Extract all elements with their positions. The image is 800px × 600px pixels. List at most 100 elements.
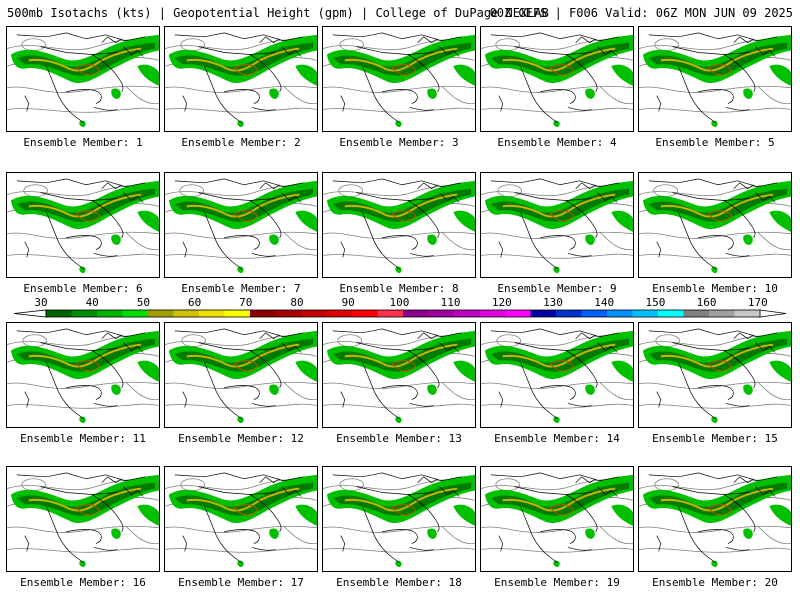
colorbar-tick-label: 170 — [748, 296, 768, 309]
colorbar-swatch — [505, 310, 531, 317]
colorbar-swatch — [301, 310, 327, 317]
ensemble-map-panel — [638, 172, 792, 278]
colorbar-swatch — [709, 310, 735, 317]
map-image — [323, 467, 475, 571]
ensemble-map-panel — [638, 322, 792, 428]
colorbar-swatch — [46, 310, 72, 317]
colorbar-swatch — [480, 310, 506, 317]
colorbar-tick-label: 30 — [34, 296, 47, 309]
ensemble-member-label: Ensemble Member: 3 — [320, 136, 478, 150]
map-image — [639, 173, 791, 277]
ensemble-map-panel — [6, 322, 160, 428]
colorbar-swatch — [276, 310, 302, 317]
map-image — [165, 323, 317, 427]
ensemble-member-label: Ensemble Member: 7 — [162, 282, 320, 296]
ensemble-member-label: Ensemble Member: 17 — [162, 576, 320, 590]
ensemble-map-panel — [322, 466, 476, 572]
ensemble-map-panel — [6, 172, 160, 278]
map-image — [7, 173, 159, 277]
map-image — [639, 323, 791, 427]
colorbar-swatch — [633, 310, 659, 317]
ensemble-map-panel — [164, 172, 318, 278]
colorbar-tick-label: 140 — [594, 296, 614, 309]
colorbar-tick-label: 40 — [86, 296, 99, 309]
map-image — [7, 27, 159, 131]
colorbar-swatch — [403, 310, 429, 317]
colorbar-swatch — [97, 310, 123, 317]
colorbar-svg: 30 40 50 60 70 80 90 100 110 120 130 140 150 160 170 — [0, 296, 800, 320]
colorbar-swatch — [378, 310, 404, 317]
colorbar-swatch — [72, 310, 98, 317]
map-image — [7, 467, 159, 571]
map-image — [481, 27, 633, 131]
ensemble-map-panel — [638, 466, 792, 572]
ensemble-member-label: Ensemble Member: 12 — [162, 432, 320, 446]
header-product-title: 500mb Isotachs (kts) | Geopotential Heig… — [7, 5, 549, 21]
chart-header: 500mb Isotachs (kts) | Geopotential Heig… — [7, 5, 793, 21]
header-run-valid: 00Z GEFS | F006 Valid: 06Z MON JUN 09 20… — [490, 5, 793, 21]
colorbar-swatch — [454, 310, 480, 317]
colorbar-swatch — [582, 310, 608, 317]
colorbar-tick-label: 150 — [645, 296, 665, 309]
colorbar-swatch — [327, 310, 353, 317]
colorbar-tick-label: 110 — [441, 296, 461, 309]
colorbar-swatch — [352, 310, 378, 317]
ensemble-map-panel — [322, 26, 476, 132]
colorbar-swatch — [531, 310, 557, 317]
ensemble-map-panel — [322, 322, 476, 428]
map-image — [481, 467, 633, 571]
map-image — [323, 27, 475, 131]
ensemble-member-label: Ensemble Member: 20 — [636, 576, 794, 590]
map-image — [323, 323, 475, 427]
colorbar-swatch — [429, 310, 455, 317]
ensemble-member-label: Ensemble Member: 16 — [4, 576, 162, 590]
colorbar-swatch — [658, 310, 684, 317]
ensemble-member-label: Ensemble Member: 8 — [320, 282, 478, 296]
colorbar-swatch — [556, 310, 582, 317]
ensemble-member-label: Ensemble Member: 19 — [478, 576, 636, 590]
ensemble-member-label: Ensemble Member: 14 — [478, 432, 636, 446]
colorbar-tick-label: 50 — [137, 296, 150, 309]
map-image — [165, 467, 317, 571]
colorbar-tick-label: 60 — [188, 296, 201, 309]
ensemble-member-label: Ensemble Member: 4 — [478, 136, 636, 150]
ensemble-member-label: Ensemble Member: 18 — [320, 576, 478, 590]
map-image — [481, 173, 633, 277]
colorbar-tick-label: 120 — [492, 296, 512, 309]
ensemble-member-label: Ensemble Member: 5 — [636, 136, 794, 150]
ensemble-member-label: Ensemble Member: 1 — [4, 136, 162, 150]
map-image — [165, 173, 317, 277]
colorbar-left-arrow — [14, 310, 46, 317]
ensemble-member-label: Ensemble Member: 11 — [4, 432, 162, 446]
colorbar-swatch — [148, 310, 174, 317]
colorbar-swatch — [684, 310, 710, 317]
colorbar-swatch — [199, 310, 225, 317]
map-image — [165, 27, 317, 131]
ensemble-map-panel — [164, 466, 318, 572]
ensemble-map-panel — [480, 466, 634, 572]
map-image — [481, 323, 633, 427]
ensemble-member-label: Ensemble Member: 6 — [4, 282, 162, 296]
colorbar-tick-label: 90 — [342, 296, 355, 309]
ensemble-map-panel — [480, 26, 634, 132]
colorbar-tick-label: 70 — [239, 296, 252, 309]
ensemble-member-label: Ensemble Member: 2 — [162, 136, 320, 150]
colorbar-swatch — [225, 310, 251, 317]
colorbar-tick-label: 160 — [697, 296, 717, 309]
ensemble-member-label: Ensemble Member: 9 — [478, 282, 636, 296]
colorbar-tick-label: 130 — [543, 296, 563, 309]
colorbar-swatch — [250, 310, 276, 317]
map-image — [7, 323, 159, 427]
ensemble-map-panel — [322, 172, 476, 278]
colorbar-swatch — [735, 310, 761, 317]
colorbar-tick-label: 80 — [290, 296, 303, 309]
colorbar-right-arrow — [760, 310, 786, 317]
isotach-colorbar: 30 40 50 60 70 80 90 100 110 120 130 140 150 160 170 — [0, 296, 800, 320]
ensemble-map-panel — [6, 26, 160, 132]
ensemble-map-panel — [164, 322, 318, 428]
ensemble-member-label: Ensemble Member: 13 — [320, 432, 478, 446]
map-image — [639, 467, 791, 571]
ensemble-member-label: Ensemble Member: 10 — [636, 282, 794, 296]
ensemble-map-panel — [6, 466, 160, 572]
ensemble-map-panel — [638, 26, 792, 132]
